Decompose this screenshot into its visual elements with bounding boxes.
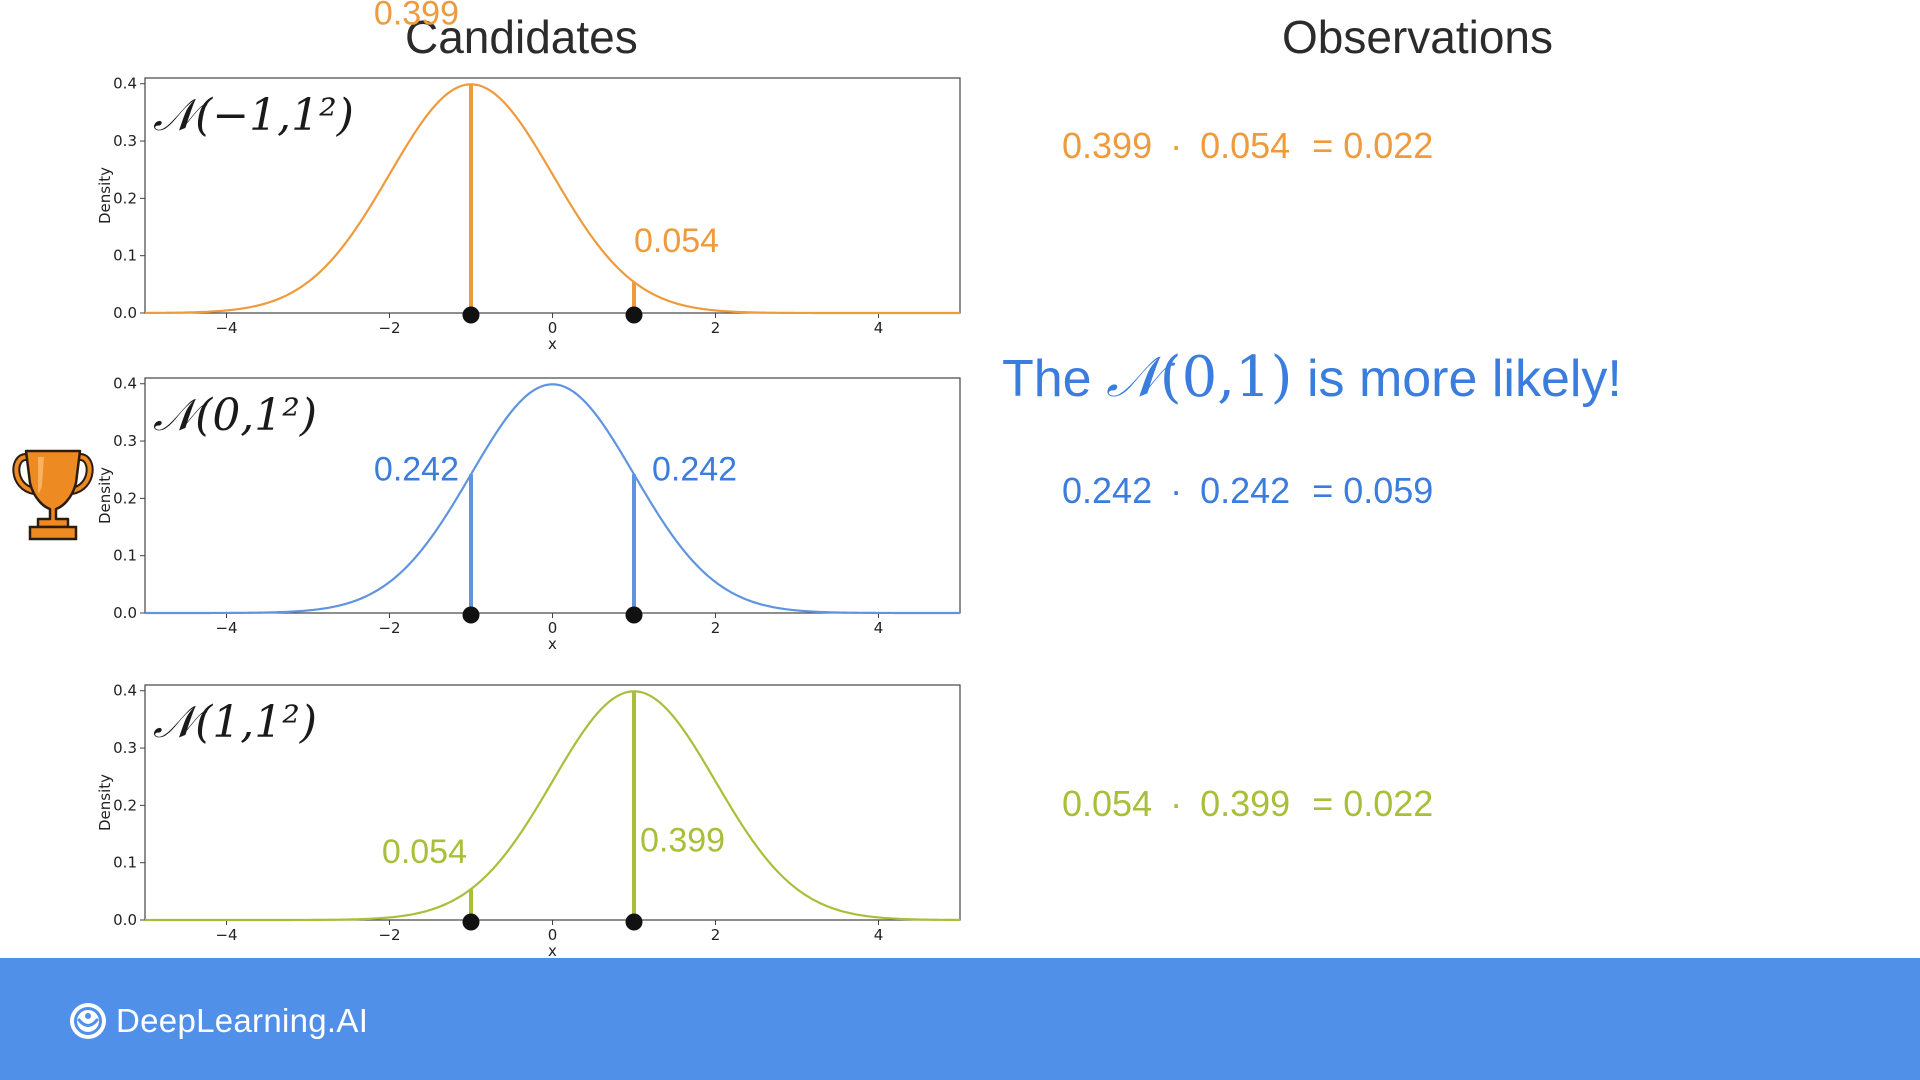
observations-heading: Observations — [1282, 11, 1554, 63]
brand-name: DeepLearning.AI — [116, 1002, 369, 1039]
density-curve — [145, 83, 960, 315]
y-axis-label: Density — [96, 167, 114, 224]
observation-row-2: 0.242 · 0.242 = 0.059 — [1062, 470, 1433, 512]
x-tick-label: 4 — [874, 319, 884, 337]
y-axis-label: Density — [96, 774, 114, 831]
headline-math: 𝒩(0,1) — [1106, 345, 1292, 410]
y-tick-label: 0.3 — [113, 432, 137, 450]
plot-svg-3: 0.0 0.1 0.2 0.3 0.4 −4 −2 0 2 4 x Density 0.054 0.399… — [96, 682, 961, 960]
obs-2-dot: · — [1170, 470, 1183, 511]
conclusion-headline: The 𝒩(0,1) is more likely! — [1002, 345, 1622, 411]
deeplearning-logo-icon — [70, 1003, 106, 1039]
y-tick-label: 0.2 — [113, 189, 137, 207]
obs-3-b: 0.399 — [1200, 783, 1291, 824]
headline-prefix: The — [1002, 350, 1092, 408]
x-tick-label: 2 — [711, 926, 721, 944]
obs-1-a: 0.399 — [1062, 125, 1153, 166]
headline-math-args: (0,1) — [1159, 345, 1293, 410]
density-value-label: 0.242 — [652, 450, 737, 488]
brand-logo[interactable]: DeepLearning.AI — [68, 1001, 368, 1041]
x-tick-label: −2 — [378, 619, 400, 637]
density-value-label: 0.242 — [374, 450, 459, 488]
y-tick-label: 0.0 — [113, 911, 137, 929]
x-tick-label: 2 — [711, 319, 721, 337]
x-tick-label: 0 — [548, 319, 558, 337]
obs-1-dot: · — [1170, 125, 1183, 166]
y-tick-label: 0.3 — [113, 132, 137, 150]
footer-bar — [0, 958, 1920, 1080]
x-tick-label: 2 — [711, 619, 721, 637]
x-tick-label: −2 — [378, 926, 400, 944]
candidates-heading: Candidates — [405, 11, 638, 63]
headline-math-symbol: 𝒩 — [1106, 345, 1160, 410]
x-axis-label: x — [548, 635, 557, 653]
obs-2-b: 0.242 — [1200, 470, 1291, 511]
y-tick-label: 0.0 — [113, 304, 137, 322]
plot-svg-2: 0.0 0.1 0.2 0.3 0.4 −4 −2 0 2 4 x Density 0.242 0.242… — [96, 375, 961, 653]
x-tick-label: 0 — [548, 926, 558, 944]
plot-candidate-3: 0.0 0.1 0.2 0.3 0.4 −4 −2 0 2 4 x Density 0.054 0.399… — [80, 665, 970, 960]
y-tick-label: 0.4 — [113, 682, 137, 700]
y-tick-label: 0.2 — [113, 796, 137, 814]
x-axis-label: x — [548, 942, 557, 960]
observation-point — [462, 306, 480, 324]
x-tick-label: 4 — [874, 619, 884, 637]
obs-1-b: 0.054 — [1200, 125, 1291, 166]
x-tick-label: −4 — [215, 926, 237, 944]
y-tick-label: 0.4 — [113, 75, 137, 93]
x-tick-label: −4 — [215, 319, 237, 337]
distribution-label: 𝒩(1,1²) — [153, 697, 317, 748]
x-tick-label: −2 — [378, 319, 400, 337]
obs-3-a: 0.054 — [1062, 783, 1153, 824]
density-curve — [145, 690, 960, 922]
plot-candidate-1: 0.0 0.1 0.2 0.3 0.4 −4 −2 0 2 4 x Density 0.399 0.054… — [80, 0, 970, 353]
density-value-label: 0.399 — [374, 0, 459, 32]
y-tick-label: 0.3 — [113, 739, 137, 757]
density-value-label: 0.399 — [640, 821, 725, 859]
y-tick-label: 0.1 — [113, 854, 137, 872]
plot-candidate-2: 0.0 0.1 0.2 0.3 0.4 −4 −2 0 2 4 x Density 0.242 0.242… — [80, 358, 970, 653]
y-axis-label: Density — [96, 467, 114, 524]
obs-1-result: = 0.022 — [1312, 125, 1434, 166]
observation-point — [462, 606, 480, 624]
observation-row-1: 0.399 · 0.054 = 0.022 — [1062, 125, 1433, 167]
y-tick-label: 0.1 — [113, 547, 137, 565]
y-tick-label: 0.1 — [113, 247, 137, 265]
observation-point — [625, 606, 643, 624]
observation-point — [625, 306, 643, 324]
observation-row-3: 0.054 · 0.399 = 0.022 — [1062, 783, 1433, 825]
density-value-label: 0.054 — [634, 222, 719, 260]
obs-2-a: 0.242 — [1062, 470, 1153, 511]
y-tick-label: 0.2 — [113, 489, 137, 507]
x-tick-label: 0 — [548, 619, 558, 637]
y-tick-label: 0.0 — [113, 604, 137, 622]
distribution-label: 𝒩(−1,1²) — [153, 90, 354, 141]
x-axis-label: x — [548, 335, 557, 353]
x-tick-label: −4 — [215, 619, 237, 637]
obs-3-dot: · — [1170, 783, 1183, 824]
obs-3-result: = 0.022 — [1312, 783, 1434, 824]
density-curve — [145, 383, 960, 615]
plot-svg-1: 0.0 0.1 0.2 0.3 0.4 −4 −2 0 2 4 x Density 0.399 0.054… — [96, 0, 961, 353]
x-tick-label: 4 — [874, 926, 884, 944]
trophy-icon — [12, 449, 94, 541]
obs-2-result: = 0.059 — [1312, 470, 1434, 511]
distribution-label: 𝒩(0,1²) — [153, 390, 317, 441]
headline-suffix: is more likely! — [1306, 350, 1622, 408]
observation-point — [625, 913, 643, 931]
density-value-label: 0.054 — [382, 833, 467, 871]
observation-point — [462, 913, 480, 931]
y-tick-label: 0.4 — [113, 375, 137, 393]
